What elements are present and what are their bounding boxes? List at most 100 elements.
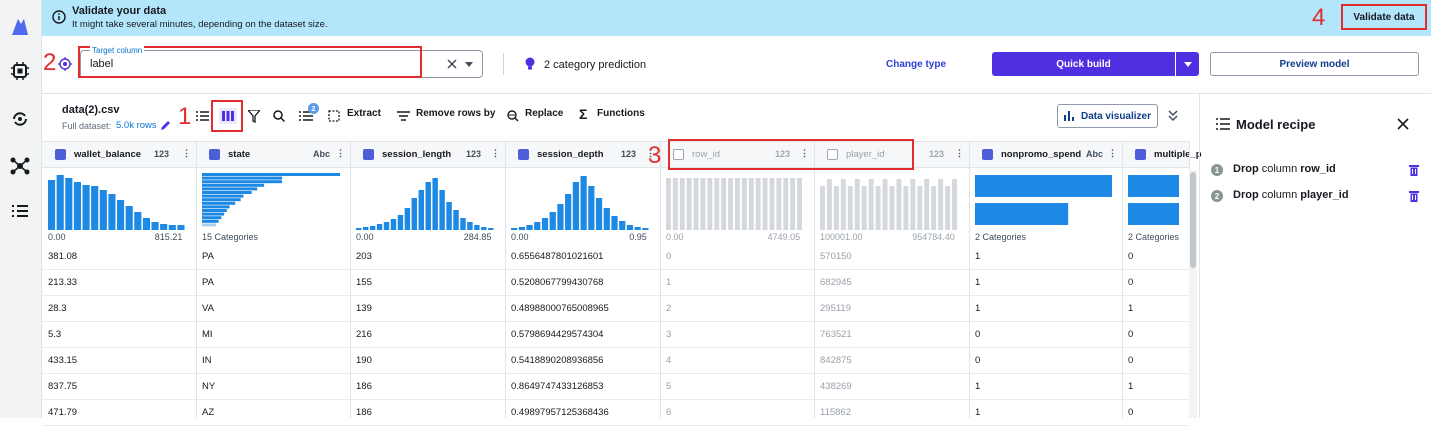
column-checkbox[interactable]: [1135, 149, 1146, 160]
column-menu-icon[interactable]: ⋮: [491, 148, 500, 158]
filter-icon[interactable]: [248, 110, 260, 123]
histogram-min: 0.00: [356, 232, 374, 242]
column-histogram[interactable]: [820, 170, 959, 230]
column-checkbox[interactable]: [673, 149, 684, 160]
remove-rows-button[interactable]: Remove rows by: [416, 108, 496, 119]
table-row[interactable]: [42, 374, 1189, 400]
grid-view-toggle[interactable]: [211, 100, 243, 132]
column-header-nonpromo_spend[interactable]: nonpromo_spend: [982, 141, 1081, 168]
delete-icon[interactable]: [1409, 164, 1419, 176]
edit-icon[interactable]: [160, 120, 171, 131]
close-icon[interactable]: [1397, 118, 1409, 130]
column-menu-icon[interactable]: ⋮: [800, 148, 809, 158]
histogram-bar: [790, 178, 796, 230]
canvas-logo-icon[interactable]: [9, 16, 31, 38]
replace-button[interactable]: Replace: [525, 108, 564, 119]
column-header-session_length[interactable]: session_length: [363, 141, 451, 168]
column-header-multiple_p[interactable]: multiple_p: [1135, 141, 1202, 168]
column-menu-icon[interactable]: ⋮: [336, 148, 345, 158]
column-checkbox[interactable]: [363, 149, 374, 160]
column-menu-icon[interactable]: ⋮: [1108, 148, 1117, 158]
section-divider: [42, 93, 1431, 94]
column-histogram[interactable]: [666, 170, 804, 230]
histogram-bar: [125, 206, 133, 230]
histogram-bar: [693, 178, 699, 230]
table-row[interactable]: [42, 322, 1189, 348]
target-column-value[interactable]: label: [90, 58, 114, 70]
table-cell: 213.33: [48, 277, 78, 288]
row-count[interactable]: 5.0k rows: [116, 120, 157, 131]
column-header-state[interactable]: state: [209, 141, 250, 168]
table-cell: 0.5208067799430768: [511, 277, 604, 288]
column-menu-icon[interactable]: ⋮: [182, 148, 191, 158]
extract-icon[interactable]: [328, 110, 340, 122]
column-checkbox[interactable]: [827, 149, 838, 160]
replace-icon[interactable]: [506, 109, 519, 122]
histogram-bar: [99, 190, 107, 230]
table-cell: 2: [666, 303, 672, 314]
column-header-row_id[interactable]: row_id: [673, 141, 720, 168]
list-view-icon[interactable]: [196, 110, 209, 122]
steps-icon[interactable]: [299, 110, 313, 123]
chevron-down-icon[interactable]: [465, 62, 473, 67]
column-checkbox[interactable]: [209, 149, 220, 160]
recipe-step[interactable]: Drop column player_id: [1233, 189, 1349, 201]
histogram-bar: [56, 175, 64, 230]
histogram-bar: [917, 186, 923, 230]
histogram-bar: [453, 210, 459, 230]
table-row[interactable]: [42, 270, 1189, 296]
preview-model-button[interactable]: Preview model: [1210, 52, 1419, 76]
table-cell: 763521: [820, 329, 852, 340]
column-checkbox[interactable]: [55, 149, 66, 160]
vertical-scrollbar[interactable]: [1189, 170, 1197, 418]
column-menu-icon[interactable]: ⋮: [955, 148, 964, 158]
histogram-bar: [160, 224, 168, 230]
table-cell: 0.48988000765008965: [511, 303, 609, 314]
column-histogram[interactable]: [511, 170, 650, 230]
collapse-icon[interactable]: [1168, 110, 1178, 122]
table-row[interactable]: [42, 348, 1189, 374]
nodes-icon[interactable]: [9, 155, 31, 177]
scrollbar-thumb[interactable]: [1190, 172, 1196, 268]
table-row[interactable]: [42, 244, 1189, 270]
table-cell: AZ: [202, 407, 215, 418]
column-histogram[interactable]: [975, 170, 1112, 230]
functions-button[interactable]: Functions: [597, 108, 645, 119]
column-checkbox[interactable]: [982, 149, 993, 160]
column-histogram[interactable]: [356, 170, 495, 230]
table-cell: 1: [975, 277, 981, 288]
build-options-button[interactable]: [1176, 52, 1199, 76]
table-cell: 570150: [820, 251, 852, 262]
recipe-step[interactable]: Drop column row_id: [1233, 163, 1336, 175]
quick-build-button[interactable]: Quick build: [992, 52, 1175, 76]
column-divider: [196, 141, 197, 418]
search-icon[interactable]: [273, 110, 285, 122]
chip-icon[interactable]: [9, 60, 31, 82]
table-cell: 381.08: [48, 251, 78, 262]
bar-chart-icon: [1063, 111, 1074, 121]
refresh-icon[interactable]: [9, 108, 31, 130]
change-type-link[interactable]: Change type: [886, 59, 947, 70]
column-header-player_id[interactable]: player_id: [827, 141, 885, 168]
info-icon: [52, 10, 66, 24]
histogram-bar: [369, 226, 376, 230]
column-histogram[interactable]: [1128, 170, 1179, 230]
column-checkbox[interactable]: [518, 149, 529, 160]
column-header-wallet_balance[interactable]: wallet_balance: [55, 141, 141, 168]
extract-button[interactable]: Extract: [347, 108, 381, 119]
remove-rows-icon[interactable]: [397, 111, 410, 121]
sigma-icon[interactable]: Σ: [579, 106, 588, 122]
clear-icon[interactable]: [447, 59, 457, 69]
histogram-min: 2 Categories: [975, 232, 1027, 242]
list-icon[interactable]: [9, 200, 31, 222]
histogram-bar: [446, 202, 452, 230]
column-menu-icon[interactable]: ⋮: [646, 148, 655, 158]
data-visualizer-button[interactable]: Data visualizer: [1057, 104, 1158, 128]
histogram-bar: [202, 205, 230, 209]
column-header-session_depth[interactable]: session_depth: [518, 141, 604, 168]
table-row[interactable]: [42, 296, 1189, 322]
delete-icon[interactable]: [1409, 190, 1419, 202]
column-histogram[interactable]: [202, 170, 340, 230]
validate-data-button[interactable]: Validate data: [1341, 4, 1427, 30]
column-histogram[interactable]: [48, 170, 186, 230]
